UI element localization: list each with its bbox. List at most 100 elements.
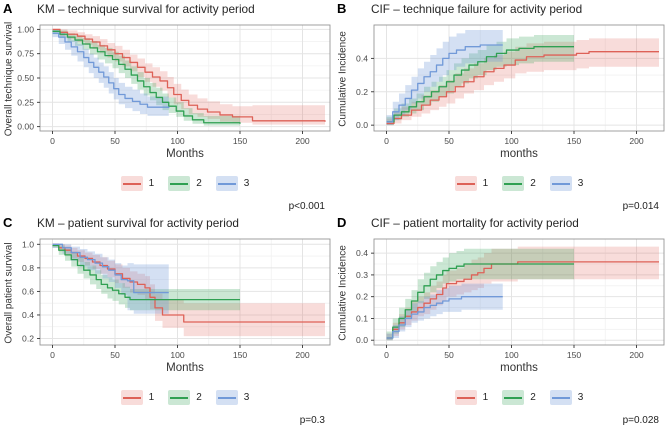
panel-background xyxy=(374,25,664,131)
ci-band-group-1 xyxy=(386,36,659,126)
panel-a-km-technique-survival: A KM – technique survival for activity p… xyxy=(0,0,334,214)
survival-curves xyxy=(386,261,659,339)
y-tick-label: 0.6 xyxy=(22,286,34,296)
y-tick-label: 0.50 xyxy=(17,73,34,83)
legend-item-group-3: 3 xyxy=(215,176,250,191)
panel-title: KM – technique survival for activity per… xyxy=(37,2,255,16)
legend-label: 3 xyxy=(577,178,584,189)
legend-line-icon xyxy=(456,182,475,185)
ci-band-group-1 xyxy=(386,242,659,341)
legend-label: 1 xyxy=(148,392,155,403)
curve-group-2 xyxy=(386,46,574,123)
panel-letter: D xyxy=(337,215,347,230)
legend-label: 2 xyxy=(530,392,536,403)
x-tick-label: 150 xyxy=(233,136,248,146)
grid-minor xyxy=(374,25,664,131)
legend-line-icon xyxy=(217,396,236,399)
axis-ticks: 0.00 0.25 0.50 0.75 1.00 0 50 100 150 200 xyxy=(17,24,310,146)
x-tick-label: 100 xyxy=(504,136,519,146)
legend-line-icon xyxy=(170,182,189,185)
axis-ticks: 0.2 0.4 0.6 0.8 1.0 0 50 100 150 200 xyxy=(22,239,310,360)
panel-letter: B xyxy=(337,1,347,16)
x-tick-label: 150 xyxy=(567,350,582,360)
y-tick-label: 0.4 xyxy=(356,53,368,63)
legend-line-icon xyxy=(456,396,475,399)
x-axis-label: months xyxy=(500,362,538,374)
y-tick-label: 0.25 xyxy=(17,97,34,107)
plot-area: 0.0 0.2 0.4 0 50 100 150 200 xyxy=(356,24,665,146)
legend-item-group-2: 2 xyxy=(502,176,536,191)
legend-swatch-icon xyxy=(549,176,572,191)
p-value: p=0.028 xyxy=(622,415,659,426)
x-tick-label: 150 xyxy=(233,350,248,360)
panel-d-cif-patient-mortality: D CIF – patient mortality for activity p… xyxy=(334,214,668,428)
legend-swatch-icon xyxy=(454,176,477,191)
panel-background xyxy=(40,239,330,345)
legend-swatch-icon xyxy=(168,390,191,405)
y-tick-label: 0.1 xyxy=(356,313,368,323)
plot-area: 0.00 0.25 0.50 0.75 1.00 0 50 100 150 200 xyxy=(17,24,331,146)
axis-ticks: 0.0 0.1 0.2 0.3 0.4 0 50 100 150 200 xyxy=(356,248,644,360)
y-tick-label: 0.8 xyxy=(22,263,34,273)
confidence-bands xyxy=(52,244,325,338)
legend-item-group-1: 1 xyxy=(120,390,155,405)
x-tick-label: 50 xyxy=(110,136,120,146)
x-tick-label: 100 xyxy=(170,350,185,360)
legend-line-icon xyxy=(551,396,570,399)
legend-label: 1 xyxy=(148,178,155,189)
x-tick-label: 50 xyxy=(444,350,454,360)
legend-swatch-icon xyxy=(168,176,191,191)
y-tick-label: 1.0 xyxy=(22,239,34,249)
x-tick-label: 200 xyxy=(295,136,310,146)
legend-label: 2 xyxy=(196,178,202,189)
x-tick-label: 0 xyxy=(50,350,55,360)
survival-curves xyxy=(52,28,326,124)
y-tick-label: 0.0 xyxy=(356,120,368,130)
legend-line-icon xyxy=(504,182,523,185)
x-tick-label: 200 xyxy=(629,350,644,360)
panel-title: CIF – technique failure for activity per… xyxy=(371,2,583,16)
x-tick-label: 0 xyxy=(384,350,389,360)
p-value: p<0.001 xyxy=(288,201,325,212)
confidence-bands xyxy=(386,242,659,341)
legend-swatch-icon xyxy=(120,390,143,405)
y-tick-label: 0.2 xyxy=(356,87,368,97)
x-tick-label: 100 xyxy=(504,350,519,360)
legend-label: 3 xyxy=(243,392,250,403)
curve-group-2 xyxy=(52,30,241,124)
plot-area: 0.0 0.1 0.2 0.3 0.4 0 50 100 150 200 xyxy=(356,238,665,360)
grid-major xyxy=(374,239,664,345)
curve-group-1 xyxy=(386,51,659,125)
legend-item-group-1: 1 xyxy=(454,390,488,405)
y-tick-label: 1.00 xyxy=(17,24,34,34)
x-tick-label: 150 xyxy=(567,136,582,146)
y-tick-label: 0.2 xyxy=(356,292,368,302)
legend-item-group-2: 2 xyxy=(168,390,202,405)
y-tick-label: 0.4 xyxy=(22,310,34,320)
plot-area: 0.2 0.4 0.6 0.8 1.0 0 50 100 150 200 xyxy=(22,238,331,360)
panel-letter: C xyxy=(3,215,13,230)
x-tick-label: 100 xyxy=(170,136,185,146)
legend: 1 2 3 xyxy=(40,390,330,405)
legend-line-icon xyxy=(504,396,523,399)
ci-band-group-2 xyxy=(52,29,240,126)
legend-item-group-2: 2 xyxy=(168,176,202,191)
legend: 1 2 3 xyxy=(40,176,330,191)
curve-group-3 xyxy=(52,32,170,109)
legend-label: 3 xyxy=(577,392,584,403)
curve-group-2 xyxy=(52,244,240,301)
survival-curves xyxy=(52,243,325,323)
legend-label: 3 xyxy=(243,178,250,189)
p-value: p=0.014 xyxy=(622,201,659,212)
x-tick-label: 200 xyxy=(295,350,310,360)
y-tick-label: 0.00 xyxy=(17,122,34,132)
ci-band-group-2 xyxy=(52,244,240,311)
axis-ticks: 0.0 0.2 0.4 0 50 100 150 200 xyxy=(356,53,644,146)
ci-band-group-3 xyxy=(52,244,169,314)
panel-title: CIF – patient mortality for activity per… xyxy=(371,216,579,230)
panel-border xyxy=(39,238,331,346)
legend-line-icon xyxy=(170,396,189,399)
legend-swatch-icon xyxy=(215,176,238,191)
panel-letter: A xyxy=(3,1,13,16)
